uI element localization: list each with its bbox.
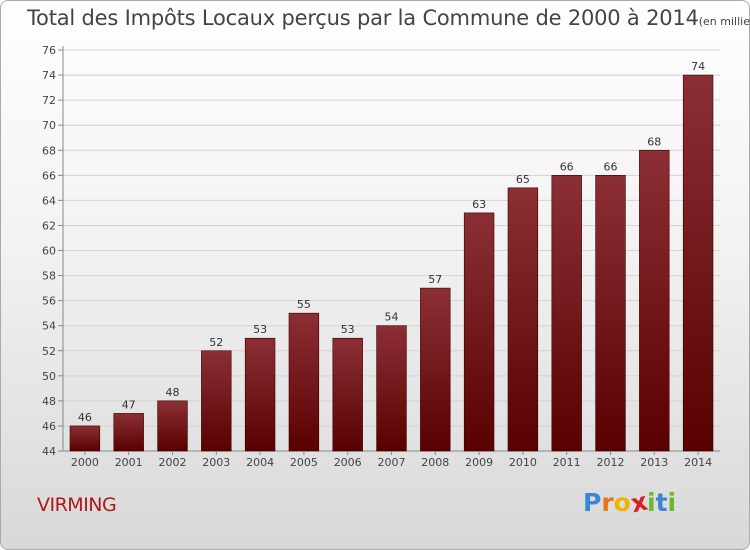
bar-2010 bbox=[507, 187, 539, 452]
chart-title: Total des Impôts Locaux perçus par la Co… bbox=[27, 6, 750, 30]
x-tick-label: 2010 bbox=[509, 456, 537, 469]
data-label: 65 bbox=[516, 173, 530, 186]
data-label: 53 bbox=[341, 323, 355, 336]
commune-name: VIRMING bbox=[37, 494, 117, 516]
data-label: 74 bbox=[691, 60, 705, 73]
logo-letter: o bbox=[613, 488, 631, 517]
data-label: 48 bbox=[166, 386, 180, 399]
data-label: 46 bbox=[78, 411, 92, 424]
x-tick-label: 2005 bbox=[290, 456, 318, 469]
data-label: 55 bbox=[297, 298, 311, 311]
proxiti-logo: Proxiti bbox=[583, 487, 677, 519]
y-tick-label: 50 bbox=[42, 370, 56, 383]
data-label: 57 bbox=[428, 273, 442, 286]
bar-2012 bbox=[595, 175, 626, 452]
logo-letter: t bbox=[655, 488, 668, 517]
bar-2005 bbox=[288, 312, 320, 452]
data-label: 68 bbox=[647, 135, 661, 148]
x-tick-label: 2002 bbox=[159, 456, 187, 469]
bar-2003 bbox=[201, 350, 232, 452]
y-tick-label: 72 bbox=[42, 94, 56, 107]
logo-letter: i bbox=[667, 488, 677, 517]
logo-letter: r bbox=[601, 488, 614, 517]
x-tick-label: 2000 bbox=[71, 456, 99, 469]
bar-2007 bbox=[376, 325, 407, 452]
y-tick-label: 76 bbox=[42, 44, 56, 57]
logo-letter: i bbox=[647, 488, 656, 517]
x-tick-label: 2007 bbox=[378, 456, 406, 469]
y-tick-label: 46 bbox=[42, 420, 56, 433]
y-tick-label: 56 bbox=[42, 295, 56, 308]
y-tick-label: 74 bbox=[42, 69, 56, 82]
y-tick-label: 44 bbox=[42, 445, 56, 458]
data-label: 66 bbox=[560, 160, 574, 173]
y-tick-label: 60 bbox=[42, 245, 56, 258]
x-tick-label: 2001 bbox=[115, 456, 143, 469]
x-tick-label: 2014 bbox=[684, 456, 712, 469]
x-tick-label: 2004 bbox=[246, 456, 274, 469]
bar-2001 bbox=[113, 413, 144, 452]
bar-2006 bbox=[332, 337, 363, 452]
x-axis: 2000 2001 2002 2003 2004 2005 2006 2007 2008 2009… bbox=[71, 451, 712, 469]
data-label: 63 bbox=[472, 198, 486, 211]
x-tick-label: 2008 bbox=[421, 456, 449, 469]
logo-letter: P bbox=[583, 488, 602, 517]
bar-2014 bbox=[682, 74, 714, 452]
y-tick-label: 64 bbox=[42, 194, 56, 207]
bars: 46 47 48 52 53 55 53 54 57 63 65 66 66 68 74 bbox=[69, 60, 714, 452]
chart-title-text: Total des Impôts Locaux perçus par la Co… bbox=[27, 6, 699, 30]
y-tick-label: 66 bbox=[42, 169, 56, 182]
x-tick-label: 2003 bbox=[202, 456, 230, 469]
bar-2000 bbox=[69, 425, 101, 452]
bar-2009 bbox=[463, 212, 495, 452]
bar-2013 bbox=[639, 149, 670, 452]
bar-2008 bbox=[420, 287, 451, 452]
y-tick-label: 62 bbox=[42, 219, 56, 232]
data-label: 47 bbox=[122, 398, 136, 411]
x-tick-label: 2013 bbox=[640, 456, 668, 469]
data-label: 53 bbox=[253, 323, 267, 336]
bar-2002 bbox=[157, 400, 188, 452]
y-tick-label: 52 bbox=[42, 345, 56, 358]
data-label: 66 bbox=[604, 160, 618, 173]
data-label: 52 bbox=[209, 336, 223, 349]
x-tick-label: 2009 bbox=[465, 456, 493, 469]
y-tick-label: 70 bbox=[42, 119, 56, 132]
y-tick-label: 54 bbox=[42, 320, 56, 333]
y-tick-label: 58 bbox=[42, 270, 56, 283]
x-tick-label: 2011 bbox=[553, 456, 581, 469]
x-tick-label: 2006 bbox=[334, 456, 362, 469]
bar-2011 bbox=[551, 175, 582, 452]
chart-unit-note: (en milliers d'€) bbox=[698, 15, 750, 28]
y-tick-label: 48 bbox=[42, 395, 56, 408]
bar-2004 bbox=[244, 337, 276, 452]
data-label: 54 bbox=[385, 311, 399, 324]
y-tick-label: 68 bbox=[42, 144, 56, 157]
x-tick-label: 2012 bbox=[597, 456, 625, 469]
